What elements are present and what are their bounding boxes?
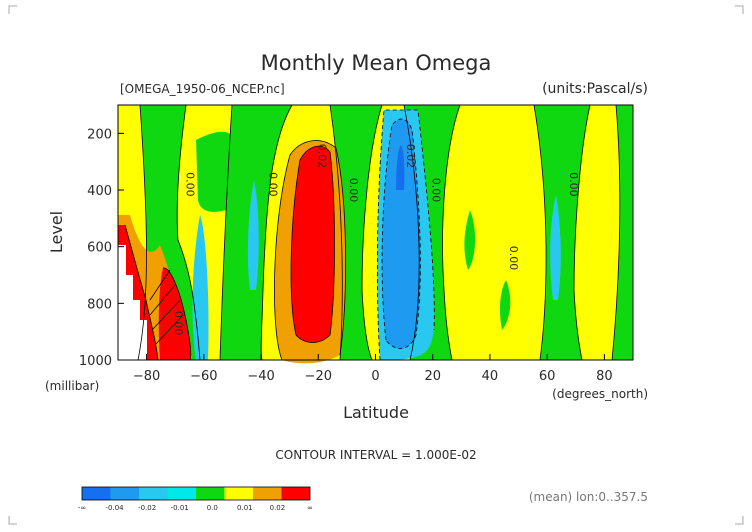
contour-lines xyxy=(124,104,621,361)
colorbar-swatch xyxy=(167,487,196,500)
source-file-label: [OMEGA_1950-06_NCEP.nc] xyxy=(120,82,285,96)
blue-core-equator xyxy=(396,145,405,190)
red-zone-south xyxy=(291,146,335,343)
red-zone-pole-2 xyxy=(158,267,191,360)
x-tick-label: 40 xyxy=(482,369,499,384)
contour-label: 0.00 xyxy=(172,311,185,336)
contour-label: 0.00 xyxy=(347,178,360,203)
contour-label: 0.02 xyxy=(315,144,328,169)
contour-label: 0.00 xyxy=(267,172,280,197)
cyan-patch-3 xyxy=(550,195,561,300)
chart-title: Monthly Mean Omega xyxy=(261,51,492,75)
contour-label: 0.00 xyxy=(430,178,443,203)
x-tick-label: −80 xyxy=(133,369,160,384)
contour-label: 0.00 xyxy=(567,172,580,197)
y-axis-units: (millibar) xyxy=(45,379,99,393)
crop-marks xyxy=(8,5,744,525)
x-tick-label: −20 xyxy=(305,369,332,384)
x-tick-label: 0 xyxy=(371,369,379,384)
y-tick-label: 600 xyxy=(87,241,112,256)
x-tick-label: 80 xyxy=(596,369,613,384)
colorbar-label: -0.04 xyxy=(106,504,125,512)
colorbar-swatch xyxy=(224,487,253,500)
colorbar-label: ∞ xyxy=(307,504,313,512)
colorbar-label: 0.02 xyxy=(270,504,286,512)
contour-interval-text: CONTOUR INTERVAL = 1.000E-02 xyxy=(275,448,476,462)
colorbar-swatch xyxy=(281,487,310,500)
y-tick-label: 1000 xyxy=(79,354,112,369)
light-blue-zone-equator xyxy=(382,118,421,349)
colorbar-label: -0.01 xyxy=(171,504,189,512)
x-tick-label: −60 xyxy=(190,369,217,384)
colorbar-swatch xyxy=(196,487,225,500)
colorbar-swatch xyxy=(139,487,168,500)
colorbar-swatch xyxy=(110,487,139,500)
colorbar-label: 0.0 xyxy=(207,504,218,512)
units-label: (units:Pascal/s) xyxy=(542,81,648,97)
colorbar-label: -∞ xyxy=(78,504,86,512)
footer-mean-lon: (mean) lon:0..357.5 xyxy=(529,490,648,504)
x-tick-label: 60 xyxy=(539,369,556,384)
y-axis-ticks: 200 400 600 800 1000 xyxy=(79,127,124,369)
y-tick-label: 400 xyxy=(87,184,112,199)
x-axis-label: Latitude xyxy=(343,403,409,422)
contour-label: 0.00 xyxy=(507,246,520,271)
colorbar-frame xyxy=(81,486,311,501)
colorbar-swatch xyxy=(82,487,111,500)
x-tick-label: −40 xyxy=(247,369,274,384)
missing-data-area xyxy=(118,245,147,360)
y-axis-label: Level xyxy=(47,211,66,253)
cyan-patch-2 xyxy=(247,180,259,290)
colorbar-label: -0.02 xyxy=(138,504,156,512)
x-tick-label: 20 xyxy=(424,369,441,384)
y-tick-label: 800 xyxy=(87,297,112,312)
contour-label: 0.02 xyxy=(404,144,417,169)
colorbar-swatch xyxy=(253,487,282,500)
colorbar-label: 0.01 xyxy=(237,504,253,512)
x-axis-units: (degrees_north) xyxy=(552,387,648,401)
colorbar: -∞ -0.04 -0.02 -0.01 0.0 0.01 0.02 ∞ xyxy=(78,486,313,512)
y-tick-label: 200 xyxy=(87,127,112,142)
plot-area: 0.00 0.00 0.02 0.00 0.02 0.00 0.00 0.00 0.00 xyxy=(117,104,634,364)
x-axis-ticks: −80 −60 −40 −20 0 20 40 60 80 xyxy=(133,354,613,384)
contour-labels: 0.00 0.00 0.02 0.00 0.02 0.00 0.00 0.00 0.00 xyxy=(172,144,580,336)
contour-label: 0.00 xyxy=(184,172,197,197)
